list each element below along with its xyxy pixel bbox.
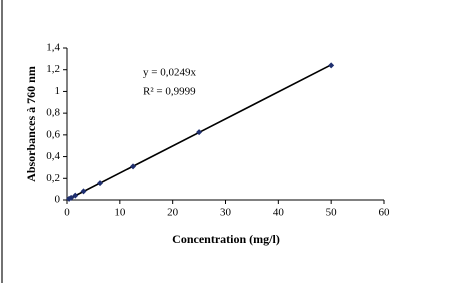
equation: y = 0,0249x xyxy=(143,67,196,79)
y-tick-label: 0 xyxy=(55,194,61,206)
x-tick-label: 60 xyxy=(379,207,391,219)
x-tick-label: 0 xyxy=(64,207,70,219)
x-tick-label: 30 xyxy=(220,207,232,219)
data-point xyxy=(72,192,79,199)
y-axis-title: Absorbances à 760 nm xyxy=(24,66,38,182)
data-point xyxy=(68,194,75,201)
y-tick-label: 1,4 xyxy=(46,42,60,54)
x-tick-label: 50 xyxy=(326,207,338,219)
data-point xyxy=(328,62,335,69)
x-axis-title: Concentration (mg/l) xyxy=(172,232,280,246)
data-point xyxy=(130,163,137,170)
y-tick-label: 0,2 xyxy=(46,172,60,184)
x-tick-label: 10 xyxy=(114,207,126,219)
x-tick-label: 40 xyxy=(273,207,285,219)
data-point xyxy=(97,180,104,187)
y-tick-label: 0,8 xyxy=(46,107,60,119)
y-tick-label: 1,2 xyxy=(46,63,60,75)
y-tick-label: 0,4 xyxy=(46,150,60,162)
x-tick-label: 20 xyxy=(167,207,179,219)
r-squared: R² = 0,9999 xyxy=(143,86,196,98)
y-tick-label: 0,6 xyxy=(46,128,60,140)
y-tick-label: 1 xyxy=(55,85,61,97)
data-point xyxy=(196,129,203,136)
data-point xyxy=(80,188,87,195)
